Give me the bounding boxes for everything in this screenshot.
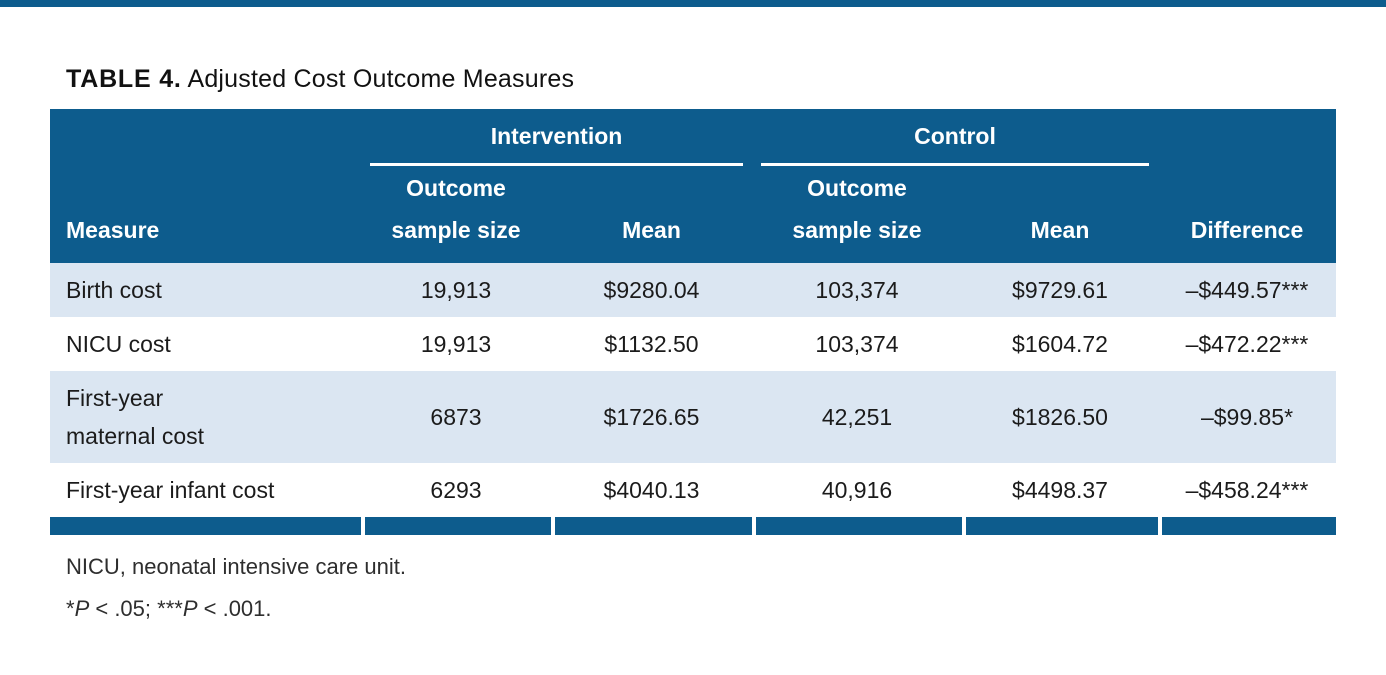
cell-ctrl_n: 103,374 [815, 277, 899, 303]
cell-ctrl_mean: $1826.50 [1012, 404, 1108, 430]
significance-text: < .05; *** [89, 596, 183, 621]
table-row: Birth cost 19,913 $9280.04 103,374 $9729.61 –… [50, 263, 1336, 317]
column-header-intervention-sample-size: Outcome sample size [391, 175, 521, 243]
abbreviation-note: NICU, neonatal intensive care unit. [66, 554, 406, 579]
bottom-rule-segment [551, 517, 752, 535]
cell-diff: –$472.22*** [1185, 331, 1309, 357]
cell-int_mean: $9280.04 [603, 277, 700, 303]
table-row: NICU cost 19,913 $1132.50 103,374 $1604.72 –$… [50, 317, 1336, 371]
cell-int_n: 6873 [430, 404, 482, 430]
cell-diff: –$99.85* [1200, 404, 1294, 430]
bottom-rule-segment [752, 517, 962, 535]
page-top-rule [0, 0, 1386, 7]
cell-ctrl_mean: $1604.72 [1012, 331, 1108, 357]
p-value-symbol: P [74, 596, 90, 621]
table-row: First-year maternal cost 6873 $1726.65 42,2… [50, 371, 1336, 463]
significance-text: * [66, 596, 75, 621]
cell-int_mean: $1726.65 [603, 404, 700, 430]
table-footnotes: NICU, neonatal intensive care unit. *P <… [66, 553, 1386, 623]
table-number-label: TABLE 4. [66, 65, 182, 93]
cell-diff: –$449.57*** [1185, 277, 1309, 303]
bottom-rule-segment [50, 517, 361, 535]
cell-ctrl_n: 40,916 [821, 477, 893, 503]
header-columns-row: Measure Outcome sample size Mean Outcome… [50, 166, 1336, 263]
cell-int_mean: $1132.50 [604, 331, 699, 357]
column-header-difference: Difference [1190, 217, 1304, 243]
header-group-spacer-right [1158, 109, 1336, 166]
significance-text: < .001. [197, 596, 272, 621]
cell-measure: First-year infant cost [66, 477, 275, 503]
cell-int_n: 6293 [430, 477, 482, 503]
cell-ctrl_n: 103,374 [815, 331, 899, 357]
significance-note: *P < .05; ***P < .001. [66, 595, 1386, 623]
cell-int_n: 19,913 [420, 277, 492, 303]
table-bottom-rule [50, 517, 1336, 535]
table-title-text: Adjusted Cost Outcome Measures [181, 65, 575, 93]
table-body: Birth cost 19,913 $9280.04 103,374 $9729.61 –… [50, 263, 1336, 517]
p-value-symbol: P [182, 596, 198, 621]
column-header-measure: Measure [66, 217, 160, 243]
table-row: First-year infant cost 6293 $4040.13 40,916… [50, 463, 1336, 517]
cell-ctrl_mean: $4498.37 [1012, 477, 1108, 503]
table-title: TABLE 4. Adjusted Cost Outcome Measures [66, 63, 1386, 95]
bottom-rule-segment [962, 517, 1158, 535]
bottom-rule-segment [1158, 517, 1336, 535]
group-header-intervention: Intervention [370, 109, 743, 166]
table-header: Intervention Control Measure Outcome sam… [50, 109, 1336, 263]
cell-int_n: 19,913 [420, 331, 492, 357]
cell-measure: Birth cost [66, 277, 162, 303]
cost-outcomes-table: Intervention Control Measure Outcome sam… [50, 109, 1336, 535]
column-header-control-sample-size: Outcome sample size [792, 175, 922, 243]
cell-diff: –$458.24*** [1185, 477, 1309, 503]
header-group-spacer-left [50, 109, 361, 166]
cell-int_mean: $4040.13 [603, 477, 700, 503]
header-group-row: Intervention Control [50, 109, 1336, 166]
cell-measure: NICU cost [66, 331, 171, 357]
group-header-control: Control [761, 109, 1149, 166]
cell-ctrl_n: 42,251 [821, 404, 893, 430]
column-header-intervention-mean: Mean [622, 217, 681, 243]
bottom-rule-segment [361, 517, 551, 535]
cell-measure: First-year maternal cost [66, 385, 205, 449]
column-header-control-mean: Mean [1030, 217, 1090, 243]
cell-ctrl_mean: $9729.61 [1012, 277, 1108, 303]
